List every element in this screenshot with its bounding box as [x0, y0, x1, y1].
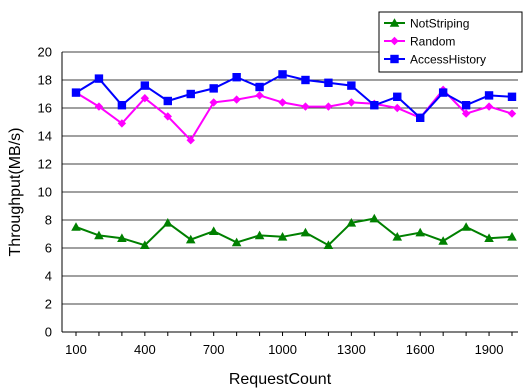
series-layer — [71, 70, 517, 249]
data-point — [324, 79, 332, 87]
data-point — [209, 226, 219, 235]
y-tick-label: 20 — [38, 45, 52, 60]
data-point — [508, 109, 516, 117]
y-tick-label: 6 — [45, 241, 52, 256]
x-tick-label: 700 — [203, 342, 225, 357]
data-point — [255, 91, 263, 99]
x-tick-label: 1000 — [268, 342, 297, 357]
y-tick-label: 8 — [45, 213, 52, 228]
series-line — [76, 219, 512, 246]
data-point — [118, 101, 126, 109]
data-point — [72, 88, 80, 96]
data-point — [415, 228, 425, 237]
data-point — [301, 76, 309, 84]
data-point — [370, 101, 378, 109]
y-tick-label: 4 — [45, 269, 52, 284]
data-point — [347, 81, 355, 89]
y-tick-label: 12 — [38, 157, 52, 172]
data-point — [485, 91, 493, 99]
x-axis-title: RequestCount — [229, 371, 332, 388]
legend-label: Random — [410, 35, 455, 49]
data-point — [461, 222, 471, 231]
y-tick-label: 16 — [38, 101, 52, 116]
series-random — [72, 86, 516, 145]
data-point — [508, 93, 516, 101]
y-tick-label: 18 — [38, 73, 52, 88]
series-notstriping — [71, 214, 517, 249]
y-axis-title: Throughput(MB/s) — [7, 128, 24, 257]
data-point — [393, 93, 401, 101]
y-tick-label: 2 — [45, 297, 52, 312]
series-accesshistory — [72, 70, 516, 122]
data-point — [485, 102, 493, 110]
series-line — [76, 90, 512, 140]
x-tick-label: 1900 — [475, 342, 504, 357]
data-point — [347, 98, 355, 106]
data-point — [71, 222, 81, 231]
x-tick-label: 1600 — [406, 342, 435, 357]
data-point — [209, 84, 217, 92]
y-tick-label: 10 — [38, 185, 52, 200]
data-point — [324, 102, 332, 110]
x-tick-label: 400 — [134, 342, 156, 357]
data-point — [141, 81, 149, 89]
data-point — [393, 104, 401, 112]
data-point — [278, 98, 286, 106]
data-point — [187, 90, 195, 98]
data-point — [232, 95, 240, 103]
legend-label: AccessHistory — [410, 53, 486, 67]
x-tick-label: 1300 — [337, 342, 366, 357]
data-point — [301, 228, 311, 237]
y-tick-label: 0 — [45, 325, 52, 340]
data-point — [163, 218, 173, 227]
x-tick-label: 100 — [65, 342, 87, 357]
legend: NotStriping Random AccessHistory — [379, 12, 522, 72]
gridlines — [62, 52, 518, 304]
data-point — [255, 83, 263, 91]
data-point — [164, 97, 172, 105]
data-point — [278, 70, 286, 78]
data-point — [95, 74, 103, 82]
data-point — [301, 102, 309, 110]
data-point — [232, 73, 240, 81]
legend-label: NotStriping — [410, 17, 469, 31]
data-point — [370, 214, 380, 223]
legend-marker — [390, 55, 398, 63]
data-point — [416, 114, 424, 122]
data-point — [462, 101, 470, 109]
y-tick-label: 14 — [38, 129, 52, 144]
data-point — [439, 88, 447, 96]
